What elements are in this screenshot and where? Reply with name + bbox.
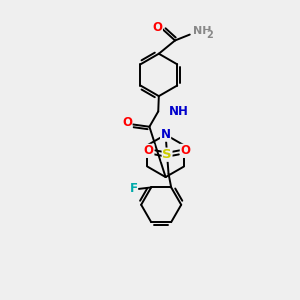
Text: F: F bbox=[130, 182, 137, 195]
Text: NH: NH bbox=[193, 26, 212, 36]
Text: O: O bbox=[122, 116, 132, 129]
Text: 2: 2 bbox=[206, 30, 213, 40]
Text: O: O bbox=[144, 144, 154, 158]
Text: NH: NH bbox=[169, 105, 188, 118]
Text: O: O bbox=[180, 144, 190, 158]
Text: S: S bbox=[162, 148, 172, 161]
Text: N: N bbox=[160, 128, 171, 141]
Text: O: O bbox=[152, 21, 162, 34]
